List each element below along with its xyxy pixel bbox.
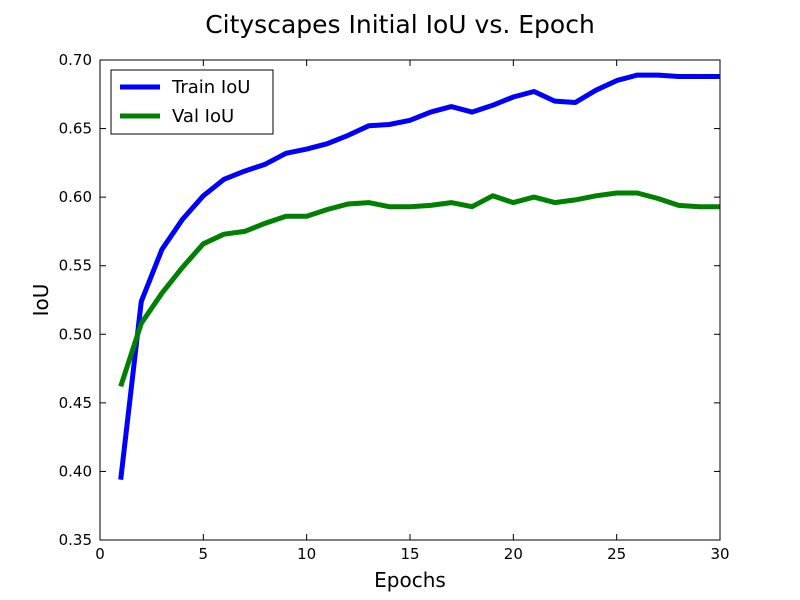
- y-tick-label: 0.65: [59, 120, 92, 138]
- x-tick-label: 5: [199, 545, 209, 563]
- x-tick-label: 15: [400, 545, 419, 563]
- y-tick-label: 0.70: [59, 51, 92, 69]
- x-tick-label: 30: [710, 545, 729, 563]
- legend-train-iou-label: Train IoU: [171, 77, 250, 98]
- y-tick-label: 0.35: [59, 531, 92, 549]
- x-tick-label: 25: [607, 545, 626, 563]
- y-tick-label: 0.40: [59, 462, 92, 480]
- y-axis-label: IoU: [29, 284, 53, 317]
- plot-frame: [99, 59, 721, 541]
- legend-box: [110, 69, 274, 135]
- x-tick-label: 10: [297, 545, 316, 563]
- legend-val-iou-label: Val IoU: [172, 106, 234, 127]
- y-axis-ticks: 0.35 0.40 0.45 0.50 0.55 0.60 0.65 0.70: [59, 51, 720, 549]
- chart-title: Cityscapes Initial IoU vs. Epoch: [205, 10, 595, 39]
- series-lines: [118, 72, 720, 480]
- series-line-train-iou: [118, 72, 720, 480]
- x-tick-label: 20: [504, 545, 523, 563]
- y-tick-label: 0.55: [59, 257, 92, 275]
- y-tick-label: 0.50: [59, 325, 92, 343]
- x-axis-label: Epochs: [374, 568, 446, 592]
- y-tick-label: 0.60: [59, 188, 92, 206]
- x-tick-label: 0: [95, 545, 105, 563]
- y-tick-label: 0.45: [59, 394, 92, 412]
- legend: Train IoU Val IoU: [110, 69, 274, 135]
- series-line-val-iou: [118, 190, 720, 388]
